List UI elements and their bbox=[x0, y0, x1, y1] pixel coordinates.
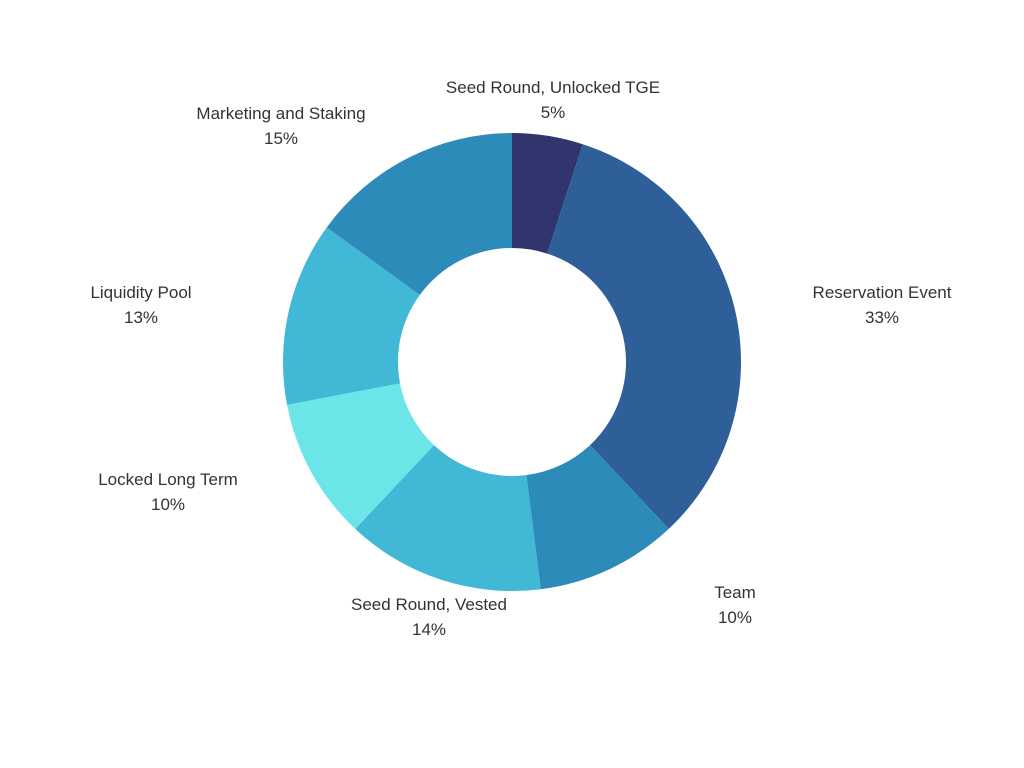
slice-percent: 13% bbox=[123, 308, 159, 327]
slice-label-seed-round-unlocked-tge: Seed Round, Unlocked TGE 5% bbox=[446, 75, 660, 125]
slice-name: Marketing and Staking bbox=[196, 104, 366, 123]
slice-percent: 10% bbox=[717, 608, 753, 627]
donut-slice-seed-round-unlocked-tge bbox=[512, 133, 583, 254]
donut-slice-locked-long-term bbox=[287, 383, 434, 529]
donut-slice-reservation-event bbox=[547, 144, 742, 529]
donut-slice-seed-round-vested bbox=[355, 445, 541, 591]
slice-label-marketing-and-staking: Marketing and Staking 15% bbox=[196, 101, 365, 151]
donut-slice-marketing-and-staking bbox=[326, 133, 512, 295]
slice-name: Seed Round, Vested bbox=[351, 595, 507, 614]
slice-percent: 14% bbox=[411, 620, 447, 639]
slice-name: Liquidity Pool bbox=[90, 283, 192, 302]
slice-percent: 33% bbox=[864, 308, 900, 327]
slice-label-team: Team 10% bbox=[714, 580, 756, 630]
slice-label-liquidity-pool: Liquidity Pool 13% bbox=[90, 280, 191, 330]
slice-label-reservation-event: Reservation Event 33% bbox=[813, 280, 952, 330]
slice-name: Locked Long Term bbox=[98, 470, 238, 489]
slice-name: Team bbox=[714, 583, 756, 602]
slice-name: Reservation Event bbox=[812, 283, 952, 302]
slice-percent: 15% bbox=[263, 129, 299, 148]
donut-slice-liquidity-pool bbox=[283, 227, 420, 405]
donut-slice-team bbox=[526, 445, 669, 590]
slice-label-seed-round-vested: Seed Round, Vested 14% bbox=[351, 592, 507, 642]
slice-percent: 5% bbox=[540, 103, 566, 122]
slice-name: Seed Round, Unlocked TGE bbox=[445, 78, 661, 97]
slice-percent: 10% bbox=[150, 495, 186, 514]
slice-label-locked-long-term: Locked Long Term 10% bbox=[98, 467, 238, 517]
